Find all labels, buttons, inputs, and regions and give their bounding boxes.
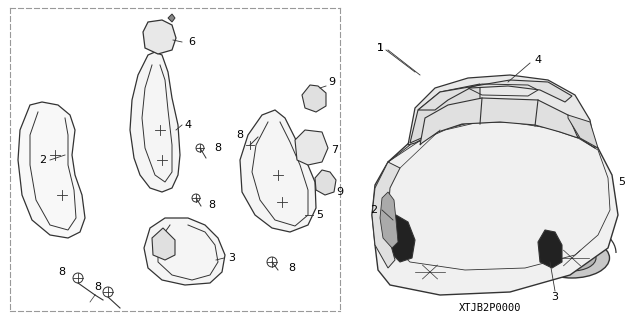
Polygon shape: [410, 84, 480, 143]
Text: 1: 1: [376, 43, 383, 53]
Polygon shape: [315, 170, 336, 195]
Text: 5: 5: [618, 177, 625, 187]
Text: 1: 1: [376, 43, 383, 53]
Polygon shape: [168, 14, 175, 22]
Text: 9: 9: [337, 187, 344, 197]
Text: 3: 3: [552, 292, 559, 302]
Polygon shape: [372, 162, 400, 268]
Polygon shape: [143, 20, 176, 54]
Text: 7: 7: [332, 145, 339, 155]
Text: 2: 2: [40, 155, 47, 165]
Text: 9: 9: [328, 77, 335, 87]
Ellipse shape: [564, 254, 580, 263]
Ellipse shape: [534, 238, 609, 278]
Polygon shape: [144, 218, 225, 285]
Ellipse shape: [409, 261, 451, 283]
Polygon shape: [18, 102, 85, 238]
Text: 2: 2: [371, 205, 378, 215]
Polygon shape: [380, 192, 398, 248]
Text: 6: 6: [189, 37, 195, 47]
Text: 8: 8: [236, 130, 244, 140]
Ellipse shape: [396, 255, 464, 290]
Polygon shape: [538, 230, 562, 268]
Text: XTJB2P0000: XTJB2P0000: [459, 303, 521, 313]
Polygon shape: [408, 75, 595, 148]
Polygon shape: [420, 98, 578, 145]
Polygon shape: [568, 115, 598, 148]
Polygon shape: [302, 85, 326, 112]
Polygon shape: [152, 228, 175, 260]
Ellipse shape: [548, 245, 596, 271]
Text: 8: 8: [95, 282, 102, 292]
Text: 4: 4: [534, 55, 541, 65]
Text: 8: 8: [289, 263, 296, 273]
Polygon shape: [240, 110, 316, 232]
Polygon shape: [130, 52, 180, 192]
Text: 8: 8: [214, 143, 221, 153]
Text: 3: 3: [228, 253, 236, 263]
Polygon shape: [388, 215, 415, 262]
Text: 5: 5: [317, 210, 323, 220]
Text: 8: 8: [58, 267, 65, 277]
Text: 4: 4: [184, 120, 191, 130]
Polygon shape: [418, 80, 572, 110]
Ellipse shape: [423, 268, 437, 276]
Polygon shape: [295, 130, 328, 165]
Polygon shape: [372, 118, 618, 295]
Text: 8: 8: [209, 200, 216, 210]
